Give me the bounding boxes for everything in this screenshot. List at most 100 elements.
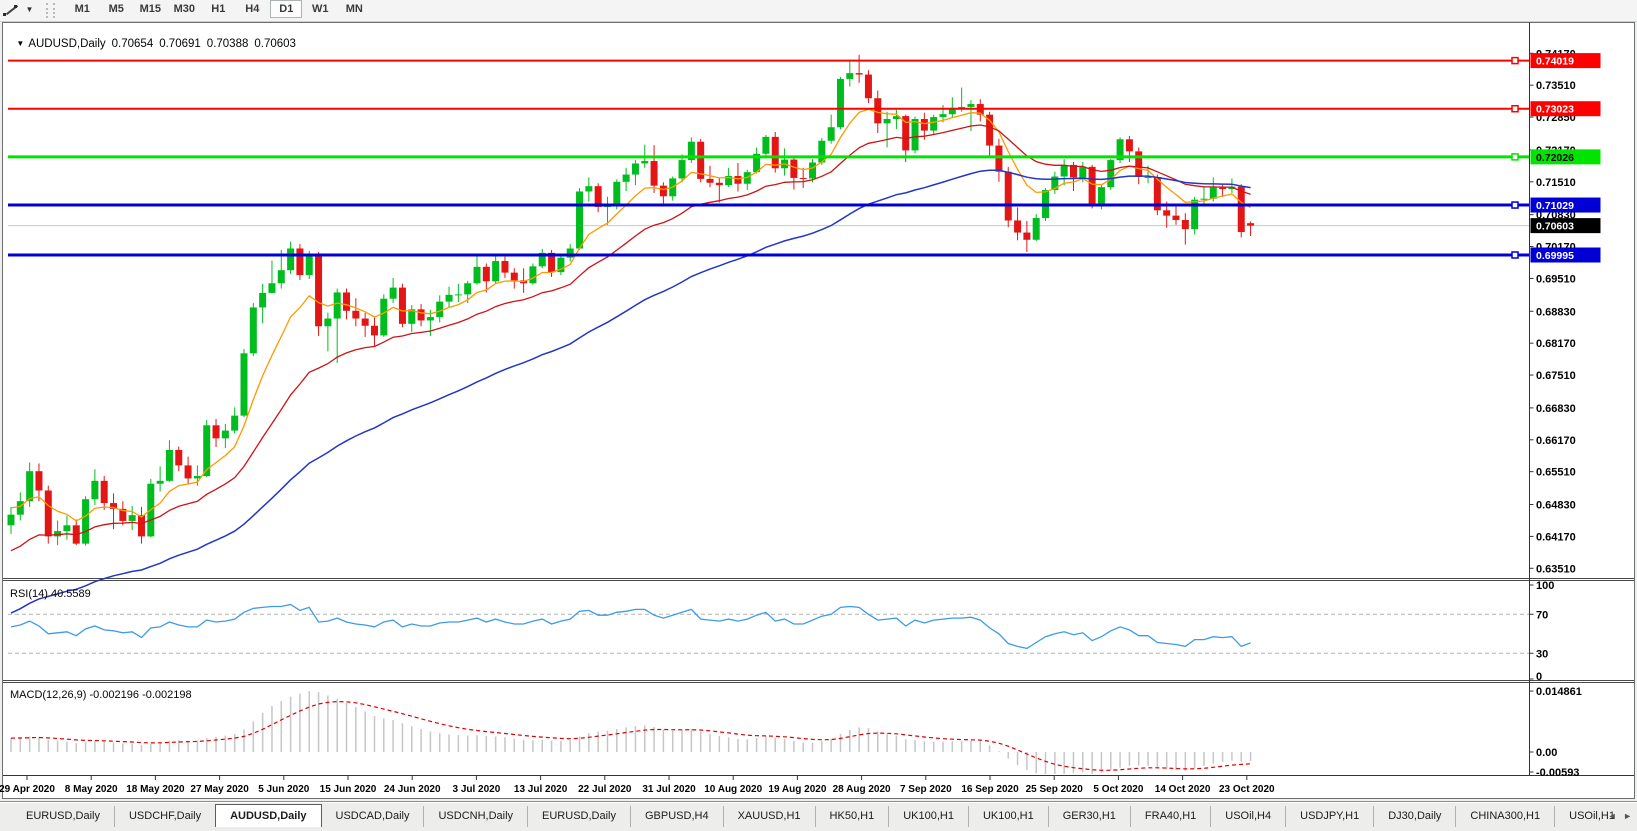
price-badge-0.74019: 0.74019 — [1530, 53, 1601, 69]
rsi-axis-label: 70 — [1536, 609, 1548, 621]
ohlc-close: 0.70603 — [254, 38, 296, 50]
chart-canvas[interactable] — [3, 23, 1529, 578]
timeframe-button-MN[interactable]: MN — [345, 3, 363, 15]
ohlc-low: 0.70388 — [206, 38, 249, 50]
date-axis-label: 3 Jul 2020 — [452, 784, 500, 795]
bull-candle — [818, 140, 826, 163]
svg-text:0.71029: 0.71029 — [1536, 200, 1574, 212]
bull-candle — [16, 501, 24, 515]
bull-candle — [1116, 139, 1124, 161]
bull-candle — [836, 78, 844, 128]
bull-candle — [193, 476, 201, 479]
bear-candle — [352, 310, 360, 319]
symbol-tab-usdchf-daily[interactable]: USDCHF,Daily — [113, 806, 215, 827]
symbol-tab-usoil-h4[interactable]: USOil,H4 — [1210, 806, 1285, 827]
date-axis: 29 Apr 2020 8 May 2020 18 May 2020 27 May 2… — [0, 775, 1275, 795]
bull-candle — [1051, 176, 1059, 191]
symbol-tab-uk100-h1[interactable]: UK100,H1 — [888, 806, 968, 827]
bull-candle — [287, 248, 295, 271]
timeframe-button-M30[interactable]: M30 — [173, 3, 195, 15]
bear-candle — [315, 254, 323, 327]
symbol-tab-usdcad-daily[interactable]: USDCAD,Daily — [335, 810, 410, 822]
hline-handle[interactable] — [1511, 201, 1519, 209]
date-axis-label: 25 Sep 2020 — [1026, 784, 1084, 795]
toolbar-grip[interactable] — [45, 3, 55, 18]
rsi-axis-label: 30 — [1536, 648, 1548, 660]
rsi-indicator-label: RSI(14) 40.5589 — [10, 588, 91, 600]
bull-candle — [1228, 186, 1236, 190]
hline-handle[interactable] — [1511, 104, 1519, 113]
bear-candle — [510, 272, 518, 281]
bear-candle — [370, 325, 378, 336]
timeframe-button-M1[interactable]: M1 — [74, 3, 90, 15]
svg-text:0.70603: 0.70603 — [1536, 221, 1574, 233]
bull-candle — [846, 73, 854, 79]
bull-candle — [1200, 198, 1208, 200]
symbol-tab-ger30-h1[interactable]: GER30,H1 — [1047, 806, 1130, 827]
chart-window[interactable]: 0.741700.735100.728500.721700.715100.708… — [0, 0, 1637, 801]
symbol-tab-eurusd-daily[interactable]: EURUSD,Daily — [527, 806, 630, 827]
bear-candle — [790, 159, 798, 178]
timeframe-button-D1[interactable]: D1 — [270, 0, 303, 18]
bull-candle — [277, 270, 285, 284]
bull-candle — [203, 425, 211, 477]
symbol-tab-eurusd-daily[interactable]: EURUSD,Daily — [26, 810, 100, 822]
symbol-tab-dj30-daily[interactable]: DJ30,Daily — [1373, 806, 1455, 827]
symbol-tab-audusd-daily[interactable]: AUDUSD,Daily — [215, 804, 322, 827]
symbol-tab-hk50-h1[interactable]: HK50,H1 — [814, 806, 889, 827]
bull-candle — [827, 127, 835, 141]
symbol-tab-gbpusd-h4[interactable]: GBPUSD,H4 — [630, 806, 723, 827]
date-axis-label: 31 Jul 2020 — [642, 784, 696, 795]
hline-handle[interactable] — [1511, 251, 1519, 259]
timeframe-button-M5[interactable]: M5 — [108, 3, 124, 15]
bull-candle — [408, 309, 416, 324]
price-axis-label: 0.64830 — [1536, 500, 1576, 512]
bull-candle — [1060, 164, 1068, 177]
date-axis-label: 23 Oct 2020 — [1219, 784, 1275, 795]
bull-candle — [538, 252, 546, 267]
timeframe-button-H4[interactable]: H4 — [245, 3, 260, 15]
dropdown-caret-icon[interactable]: ▼ — [25, 5, 34, 14]
slow-ma-line — [10, 169, 1251, 614]
bull-candle — [54, 531, 62, 537]
date-axis-label: 22 Jul 2020 — [578, 784, 632, 795]
tab-scroll-left-icon[interactable]: ◄ — [1607, 811, 1617, 821]
timeframe-button-M15[interactable]: M15 — [139, 3, 161, 15]
symbol-tab-usdjpy-h1[interactable]: USDJPY,H1 — [1285, 806, 1373, 827]
bull-candle — [529, 266, 537, 284]
hline-handle[interactable] — [1511, 153, 1519, 161]
bull-candle — [268, 283, 276, 293]
price-badge-0.73023: 0.73023 — [1530, 101, 1601, 117]
svg-text:0.74019: 0.74019 — [1536, 56, 1574, 68]
price-badge-0.70603: 0.70603 — [1530, 218, 1601, 234]
macd-panel: 0.014861 0.00 -0.00593 — [10, 686, 1582, 779]
bear-candle — [874, 98, 882, 124]
bear-candle — [212, 425, 220, 439]
timeframe-button-W1[interactable]: W1 — [312, 3, 329, 15]
bear-candle — [417, 309, 425, 321]
bull-candle — [939, 114, 947, 118]
bear-candle — [902, 116, 910, 151]
symbol-tab-fra40-h1[interactable]: FRA40,H1 — [1129, 806, 1210, 827]
symbol-tab-uk100-h1[interactable]: UK100,H1 — [967, 806, 1048, 827]
bull-candle — [259, 292, 267, 308]
symbol-tab-china300-h1[interactable]: CHINA300,H1 — [1455, 806, 1554, 827]
tab-scroll-right-icon[interactable]: ► — [1623, 811, 1632, 821]
bear-candle — [995, 145, 1003, 172]
symbol-tab-xauusd-h1[interactable]: XAUUSD,H1 — [722, 806, 815, 827]
price-badge-0.69995: 0.69995 — [1530, 247, 1601, 263]
hline-handle[interactable] — [1511, 56, 1519, 65]
timeframe-button-H1[interactable]: H1 — [211, 3, 226, 15]
bull-candle — [1209, 187, 1217, 199]
bull-candle — [576, 191, 584, 249]
top-toolbar: ▼ M1 M5 M15 M30 H1 H4 D1 W1 MN — [0, 0, 1637, 22]
price-axis-label: 0.67510 — [1536, 370, 1576, 382]
price-axis-label: 0.63510 — [1536, 563, 1576, 575]
symbol-tab-usoil-h1[interactable]: USOil,H1 — [1554, 806, 1629, 827]
collapse-arrow-icon[interactable]: ▼ — [16, 39, 25, 48]
line-study-tool-icon[interactable] — [2, 2, 20, 18]
bull-candle — [305, 254, 313, 276]
bull-candle — [1097, 187, 1105, 204]
macd-axis-label: -0.00593 — [1536, 767, 1579, 779]
symbol-tab-usdcnh-daily[interactable]: USDCNH,Daily — [423, 806, 527, 827]
